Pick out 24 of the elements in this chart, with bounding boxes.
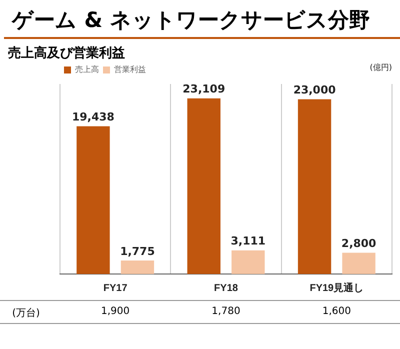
- data-label: 19,438: [72, 110, 114, 124]
- x-tick-label: FY18: [214, 282, 238, 294]
- chart-title: ゲーム & ネットワークサービス分野: [4, 0, 400, 39]
- data-label: 23,109: [182, 82, 226, 96]
- text: 1,900: [101, 306, 130, 317]
- bar: [342, 252, 376, 274]
- data-label: 1,775: [120, 244, 155, 258]
- legend-label: 売上高: [75, 65, 99, 74]
- bar: [298, 99, 332, 274]
- data-label: 2,800: [341, 237, 377, 250]
- data-label: 23,000: [293, 84, 336, 97]
- chart-subtitle: 売上高及び営業利益: [7, 44, 126, 62]
- bar: [187, 98, 220, 274]
- x-tick-label: FY17: [103, 282, 128, 294]
- y-axis-title: (億円): [370, 63, 392, 72]
- x-tick-label: FY19見通し: [310, 282, 364, 294]
- bar: [120, 260, 154, 274]
- text: 1,600: [322, 306, 351, 317]
- text: 1,780: [212, 306, 240, 317]
- bar: [76, 126, 110, 274]
- data-label: 3,111: [230, 234, 266, 248]
- legend-label: 営業利益: [114, 65, 146, 74]
- bar: [232, 250, 265, 274]
- text: (万台): [12, 306, 40, 320]
